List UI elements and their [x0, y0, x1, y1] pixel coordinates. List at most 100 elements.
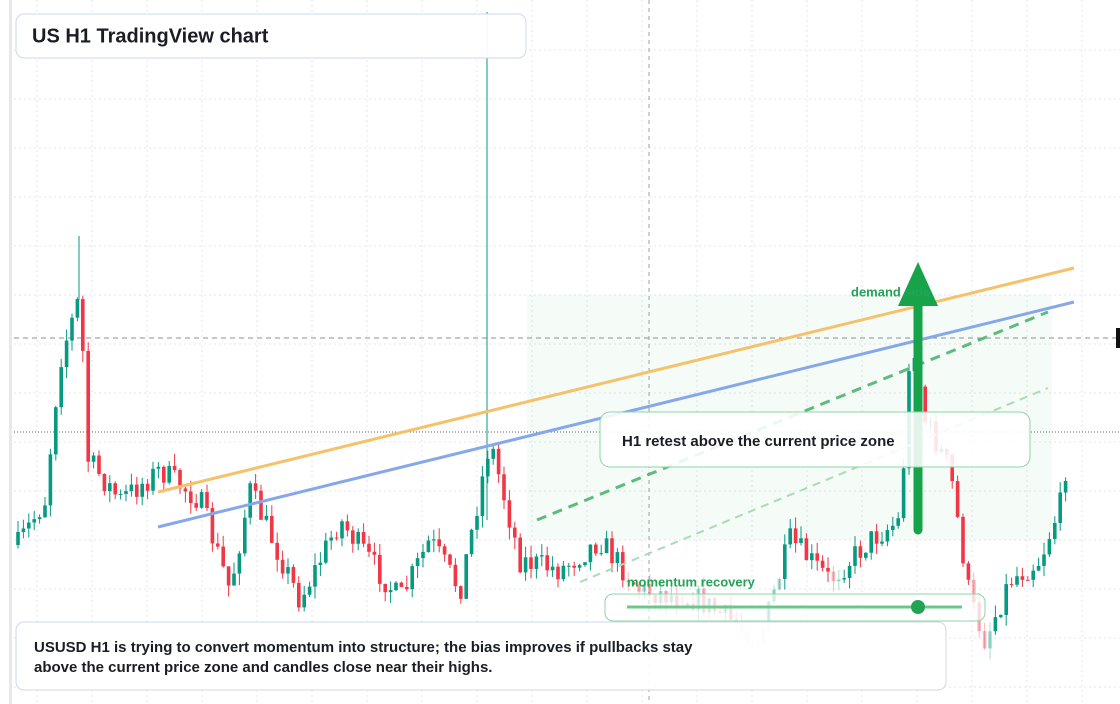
momentum-label: momentum recovery [627, 574, 756, 589]
candle-body [1009, 584, 1014, 586]
candle-body [199, 492, 204, 508]
candle-body [1020, 576, 1025, 580]
candle-body [86, 350, 90, 462]
candle-body [1058, 492, 1062, 524]
candle-body [318, 562, 323, 566]
candle-body [594, 544, 598, 554]
candle-body [869, 531, 873, 553]
candle-body [788, 528, 792, 545]
candle-body [324, 540, 328, 563]
candle-body [831, 571, 836, 582]
candle-body [874, 531, 879, 544]
candle-body [307, 586, 312, 595]
candle-body [804, 538, 809, 561]
candle-body [140, 483, 144, 497]
candle-body [162, 466, 166, 483]
candle-body [777, 578, 782, 590]
candle-body [896, 518, 900, 526]
candle-body [145, 483, 150, 491]
candle-body [1004, 584, 1008, 615]
candle-body [270, 515, 274, 543]
candle-body [496, 448, 501, 475]
candle-body [799, 538, 803, 544]
candle-body [189, 491, 193, 504]
candle-body [43, 505, 47, 518]
candle-body [361, 531, 366, 544]
candle-body [842, 578, 846, 580]
candle-body [469, 529, 474, 555]
candle-body [383, 583, 387, 593]
candle-body [205, 492, 209, 509]
candle-body [48, 454, 53, 506]
candle-body [367, 543, 371, 552]
candle-body [988, 631, 992, 649]
candle-body [858, 546, 863, 558]
candle-body [405, 587, 409, 590]
candle-body [540, 555, 544, 557]
candle-body [297, 582, 301, 608]
candle-body [1063, 480, 1068, 493]
candle-body [27, 522, 31, 529]
candle-body [59, 367, 63, 408]
candle-body [253, 483, 258, 491]
candle-body [248, 483, 252, 518]
caption-line: above the current price zone and candles… [34, 659, 492, 676]
candle-body [102, 473, 107, 492]
candle-body [410, 566, 414, 590]
candle-body [972, 579, 976, 603]
candle-body [70, 317, 74, 341]
candle-body [172, 465, 177, 470]
candle-body [97, 455, 101, 474]
candle-body [81, 299, 85, 351]
candle-body [453, 564, 458, 587]
candle-body [783, 544, 787, 579]
candle-body [599, 553, 603, 555]
candle-body [54, 407, 58, 455]
candle-body [1042, 554, 1046, 566]
candle-body [302, 594, 306, 608]
candle-body [264, 515, 269, 520]
candle-body [372, 551, 377, 555]
candle-body [826, 567, 830, 572]
candle-body [221, 546, 225, 567]
caption-box [15, 621, 947, 691]
candle-body [194, 503, 198, 508]
candle-body [459, 586, 463, 599]
candle-body [118, 493, 123, 495]
candle-body [572, 565, 576, 568]
candle-body [847, 565, 852, 579]
candle-body [1031, 570, 1035, 580]
candle-body [75, 299, 80, 318]
price-marker [1116, 328, 1120, 348]
candle-body [820, 560, 825, 568]
candle-body [237, 553, 242, 574]
candle-body [966, 563, 971, 580]
candle-body [864, 552, 868, 558]
candle-body [502, 474, 506, 501]
candle-body [464, 554, 468, 599]
candle-body [421, 551, 425, 559]
candle-body [329, 537, 333, 541]
candle-body [885, 530, 890, 542]
candle-body [16, 532, 20, 545]
candle-body [156, 466, 161, 469]
candle-body [993, 617, 998, 632]
retest-box [599, 411, 1031, 468]
demand-label: demand side [851, 284, 930, 299]
title-box [15, 13, 527, 59]
candle-body [891, 525, 895, 531]
candle-body [388, 590, 393, 593]
candle-body [108, 483, 112, 492]
candle-body [345, 521, 350, 531]
candle-body [604, 538, 609, 554]
candle-body [232, 573, 236, 586]
candle-body [286, 567, 290, 574]
candle-body [1047, 539, 1052, 555]
candle-body [135, 484, 139, 497]
candle-body [1026, 579, 1030, 581]
candle-body [1053, 523, 1057, 540]
retest-label: H1 retest above the current price zone [622, 433, 895, 450]
candle-body [1015, 576, 1019, 585]
